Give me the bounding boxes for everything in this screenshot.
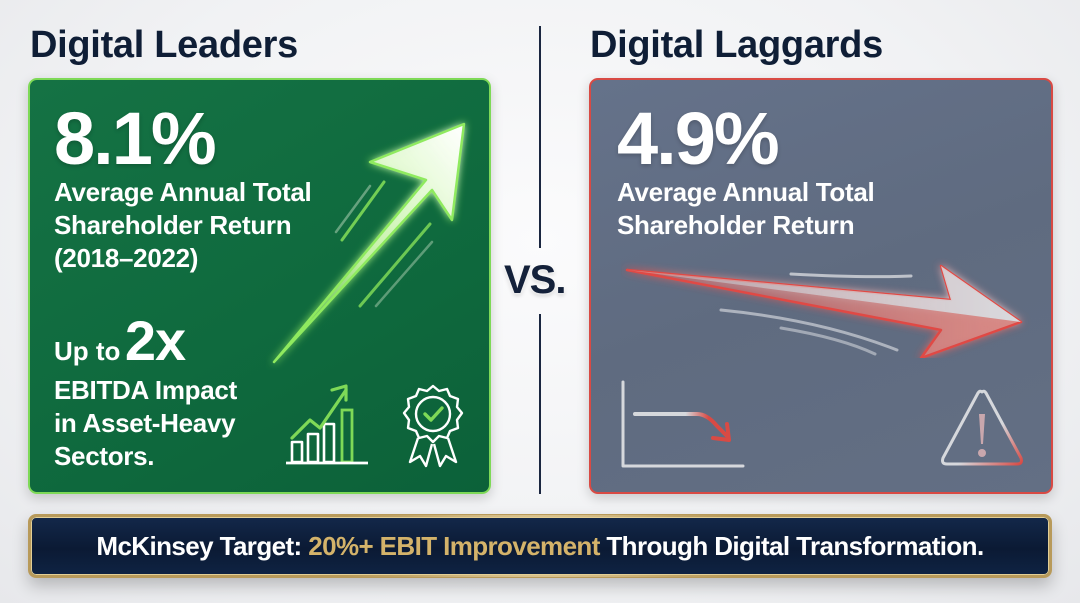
upward-arrow-icon xyxy=(272,122,466,364)
declining-line-chart-icon xyxy=(621,380,745,468)
divider-bottom xyxy=(539,314,541,494)
leaders-stat-label-line: Average Annual Total xyxy=(54,177,312,207)
banner-prefix: McKinsey Target: xyxy=(96,530,309,561)
divider-top xyxy=(539,26,541,248)
banner-glow-top xyxy=(336,515,744,517)
vs-label: VS. xyxy=(504,258,566,302)
laggards-stat-label-line: Average Annual Total xyxy=(617,177,875,207)
secondary-label-line: Sectors. xyxy=(54,441,155,471)
laggards-stat-label: Average Annual Total Shareholder Return xyxy=(617,176,875,242)
laggards-stat-label-line: Shareholder Return xyxy=(617,210,855,240)
leaders-stat-label-line: Shareholder Return xyxy=(54,210,292,240)
leaders-stat-label-line: (2018–2022) xyxy=(54,243,199,273)
award-badge-check-icon xyxy=(402,384,464,468)
laggards-card: 4.9% Average Annual Total Shareholder Re… xyxy=(589,78,1053,494)
growth-bar-chart-icon xyxy=(286,384,368,465)
banner-suffix: Through Digital Transformation. xyxy=(599,530,984,561)
banner-highlight: 20%+ EBIT Improvement xyxy=(308,530,600,561)
banner-text: McKinsey Target: 20%+ EBIT Improvement T… xyxy=(96,530,984,562)
secondary-prefix: Up to xyxy=(54,336,121,366)
leaders-secondary-label: EBITDA Impact in Asset-Heavy Sectors. xyxy=(54,374,237,473)
secondary-value: 2x xyxy=(124,309,186,372)
leaders-stat-value: 8.1% xyxy=(54,97,217,180)
leaders-heading: Digital Leaders xyxy=(30,24,298,66)
secondary-label-line: EBITDA Impact xyxy=(54,375,237,405)
laggards-stat-value: 4.9% xyxy=(617,97,780,180)
secondary-label-line: in Asset-Heavy xyxy=(54,408,236,438)
flat-arrow-icon xyxy=(625,264,1023,358)
leaders-stat-label: Average Annual Total Shareholder Return … xyxy=(54,176,312,275)
warning-triangle-icon xyxy=(941,389,1023,466)
leaders-secondary-stat: Up to 2x xyxy=(54,308,186,373)
laggards-heading: Digital Laggards xyxy=(590,24,883,66)
mckinsey-target-banner: McKinsey Target: 20%+ EBIT Improvement T… xyxy=(28,514,1052,578)
banner-glow-bottom xyxy=(336,575,744,577)
leaders-card: 8.1% Average Annual Total Shareholder Re… xyxy=(28,78,491,494)
